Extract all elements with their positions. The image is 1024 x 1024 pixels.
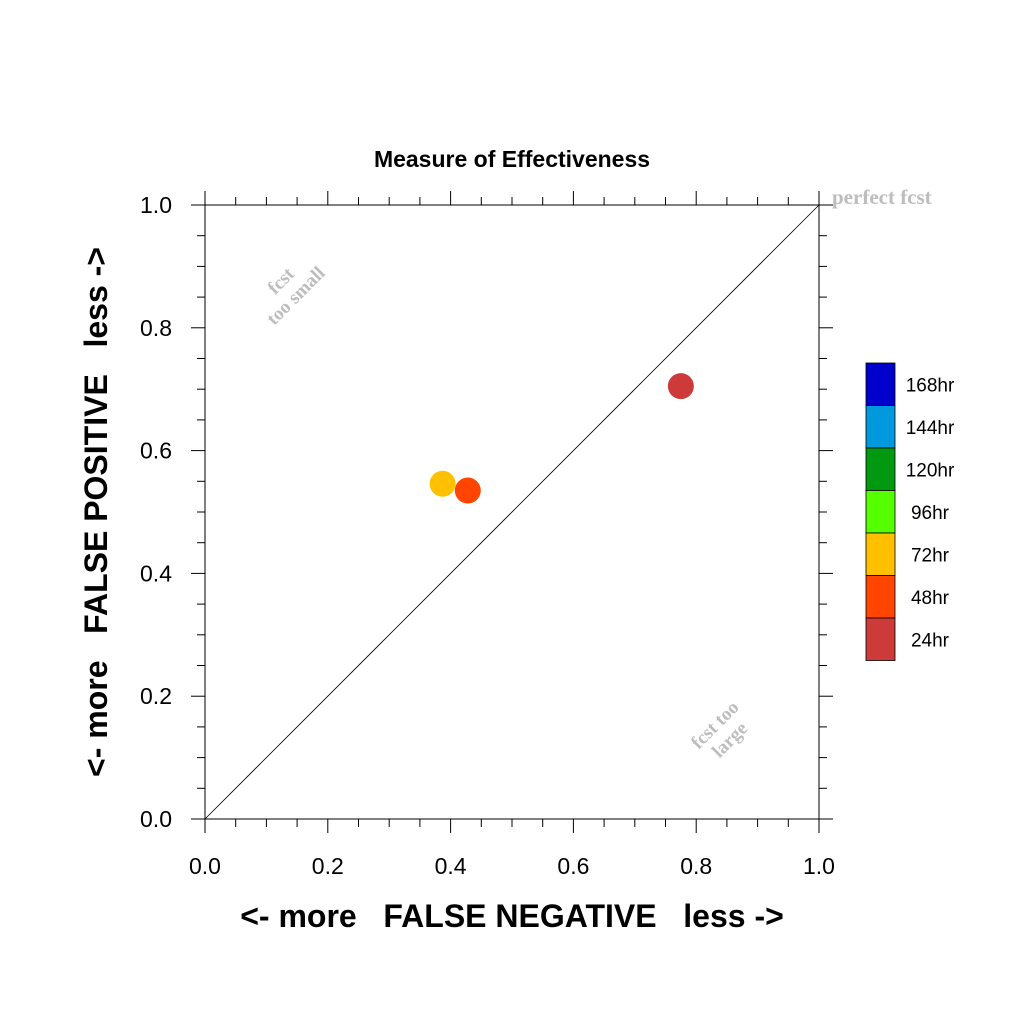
y-tick-label: 1.0 [140, 192, 172, 218]
y-tick-labels: 0.0 0.2 0.4 0.6 0.8 1.0 [140, 192, 172, 832]
legend-label-72hr: 72hr [911, 545, 950, 566]
legend-label-168hr: 168hr [906, 375, 955, 396]
legend-swatch-120hr [865, 447, 896, 491]
legend-swatch-96hr [865, 490, 896, 534]
data-points [429, 373, 694, 504]
x-tick-label: 0.2 [312, 853, 344, 879]
x-tick-labels: 0.0 0.2 0.4 0.6 0.8 1.0 [189, 853, 835, 879]
legend-swatch-168hr [865, 362, 896, 406]
y-tick-label: 0.4 [140, 560, 172, 586]
y-tick-label: 0.0 [140, 806, 172, 832]
y-axis-label: <- more FALSE POSITIVE less -> [78, 247, 114, 777]
legend-swatch-24hr [865, 617, 896, 661]
x-axis-label: <- more FALSE NEGATIVE less -> [240, 898, 784, 934]
legend-label-144hr: 144hr [906, 418, 955, 439]
annotation-too-small-line2: too small [263, 263, 330, 330]
x-tick-label: 0.6 [557, 853, 589, 879]
x-tick-label: 0.0 [189, 853, 221, 879]
x-tick-label: 0.4 [435, 853, 467, 879]
perfect-forecast-diagonal [204, 204, 820, 820]
y-tick-label: 0.2 [140, 683, 172, 709]
annotation-perfect-fcst: perfect fcst [832, 185, 932, 209]
tick-marks [191, 191, 833, 833]
point-48hr [454, 477, 481, 504]
legend-swatch-72hr [865, 532, 896, 576]
point-24hr [667, 373, 694, 400]
x-tick-label: 0.8 [680, 853, 712, 879]
annotation-fcst-too-large: fcst too large [687, 697, 752, 762]
legend-swatch-144hr [865, 405, 896, 449]
x-tick-label: 1.0 [803, 853, 835, 879]
y-tick-label: 0.8 [140, 315, 172, 341]
legend-label-120hr: 120hr [906, 460, 955, 481]
legend-label-48hr: 48hr [911, 588, 950, 609]
chart-title: Measure of Effectiveness [374, 146, 650, 172]
y-tick-label: 0.6 [140, 438, 172, 464]
legend-swatch-48hr [865, 575, 896, 619]
legend-label-24hr: 24hr [911, 630, 950, 651]
annotation-fcst-too-small: fcst too small [263, 263, 330, 330]
point-72hr [429, 470, 456, 497]
legend-label-96hr: 96hr [911, 503, 950, 524]
legend: 168hr 144hr 120hr 96hr 72hr 48hr 24hr [865, 362, 955, 661]
